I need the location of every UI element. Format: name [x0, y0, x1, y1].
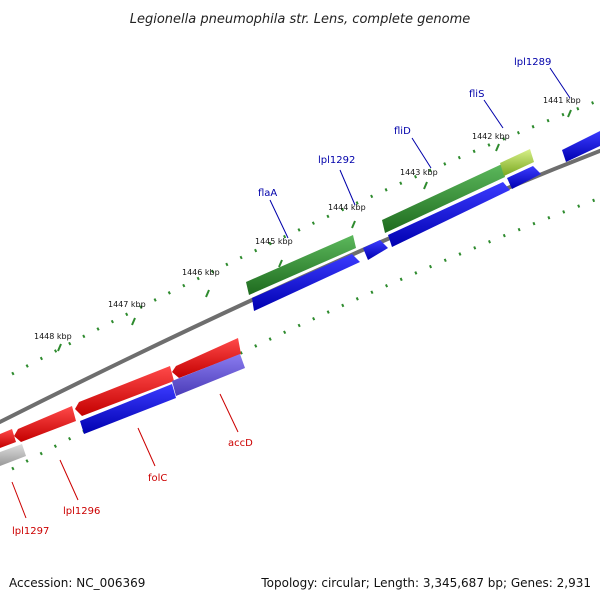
tick-label-1448: 1448 kbp [34, 332, 72, 341]
gene-label-lpl1292[interactable]: lpl1292 [318, 155, 355, 166]
feature-fliD-forward[interactable] [388, 182, 510, 247]
tick-label-1442: 1442 kbp [472, 132, 510, 141]
accession-text: Accession: NC_006369 [9, 576, 146, 590]
tick-label-1441: 1441 kbp [543, 96, 581, 105]
tick-label-1444: 1444 kbp [328, 203, 366, 212]
feature-lpl1292-forward[interactable] [363, 240, 388, 260]
feature-flaA-upper[interactable] [246, 235, 356, 295]
feature-flaA-forward[interactable] [252, 254, 360, 311]
gene-label-flaA[interactable]: flaA [258, 188, 277, 199]
gene-label-fliS[interactable]: fliS [469, 89, 484, 100]
gene-label-accD[interactable]: accD [228, 438, 253, 449]
feature-lpl1289-forward[interactable] [562, 131, 600, 162]
feature-lpl1297-lower[interactable] [0, 444, 26, 466]
gene-label-lpl1289[interactable]: lpl1289 [514, 57, 551, 68]
map-title: Legionella pneumophila str. Lens, comple… [130, 12, 471, 27]
feature-fliD-upper[interactable] [382, 164, 505, 233]
gene-label-folC[interactable]: folC [148, 473, 167, 484]
feature-accD-upper[interactable] [172, 338, 241, 378]
gene-label-lpl1296[interactable]: lpl1296 [63, 506, 100, 517]
feature-folC-upper[interactable] [75, 366, 174, 416]
genome-summary-text: Topology: circular; Length: 3,345,687 bp… [261, 576, 591, 590]
tick-label-1447: 1447 kbp [108, 300, 146, 309]
leader-lines [11, 67, 571, 519]
feature-lpl1297-upper[interactable] [0, 429, 16, 448]
tick-label-1443: 1443 kbp [400, 168, 438, 177]
feature-fliS-forward[interactable] [507, 166, 541, 189]
gene-label-lpl1297[interactable]: lpl1297 [12, 526, 49, 537]
feature-fliS-upper[interactable] [500, 149, 534, 176]
tick-label-1446: 1446 kbp [182, 268, 220, 277]
feature-accD-lower[interactable] [172, 354, 245, 396]
tick-label-1445: 1445 kbp [255, 237, 293, 246]
major-ticks [57, 109, 572, 352]
tick-track-outer [11, 98, 600, 376]
feature-lpl1296-upper[interactable] [14, 406, 76, 442]
gene-label-fliD[interactable]: fliD [394, 126, 411, 137]
feature-folC-lower[interactable] [80, 384, 176, 434]
tick-track-inner [11, 196, 600, 471]
